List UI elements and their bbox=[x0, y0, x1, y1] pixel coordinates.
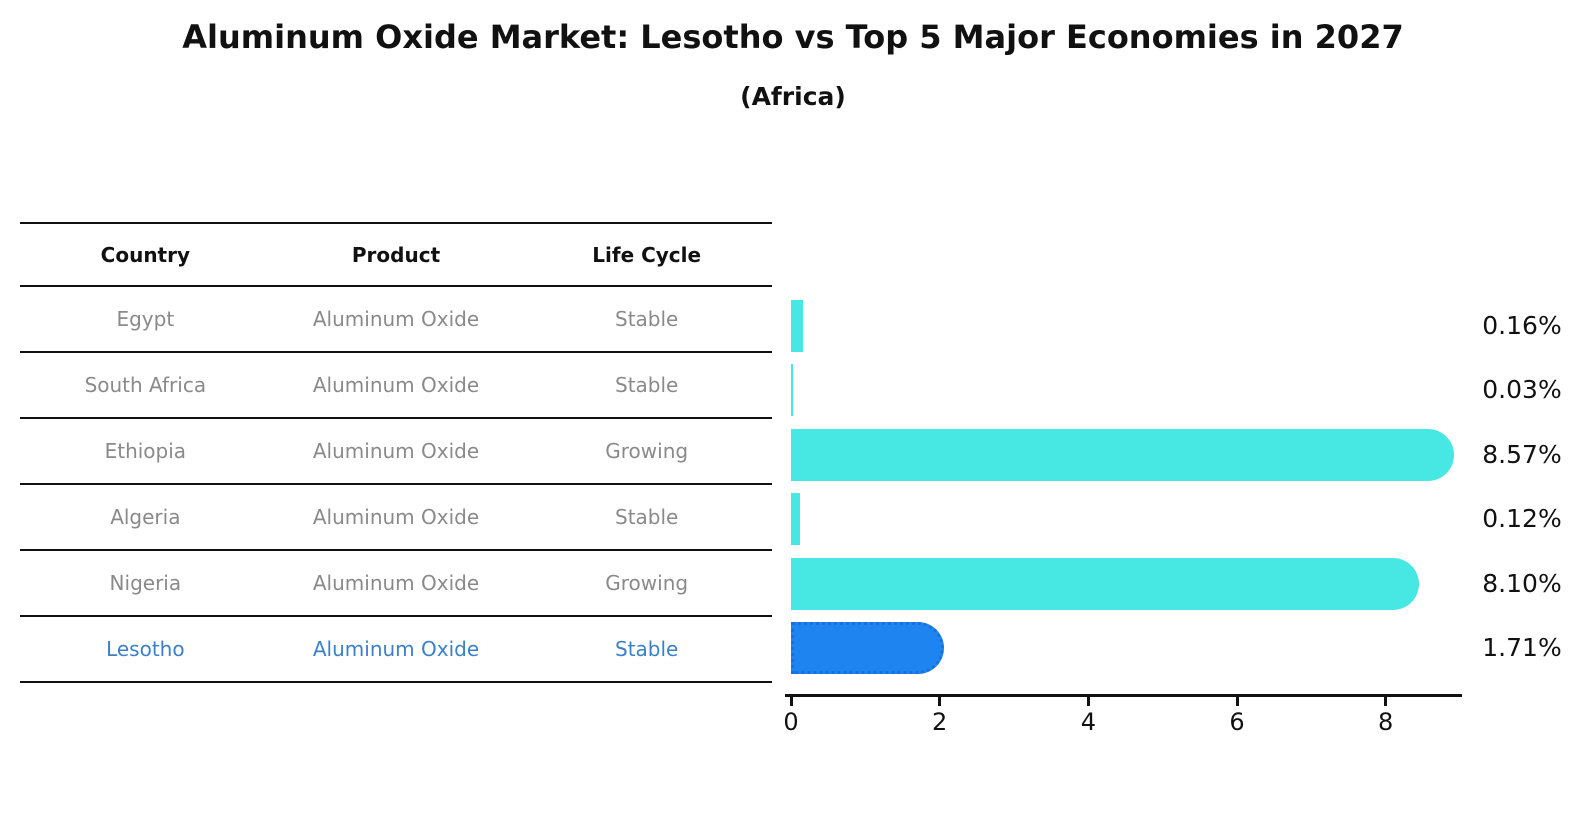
table-cell-country: Ethiopia bbox=[104, 439, 187, 463]
x-tick bbox=[938, 694, 942, 706]
table-cell-country: South Africa bbox=[84, 373, 207, 397]
page-subtitle: (Africa) bbox=[740, 82, 846, 111]
table-cell-product: Aluminum Oxide bbox=[312, 373, 480, 397]
table-header-cell: Life Cycle bbox=[592, 242, 702, 267]
chart-bar-ethiopia bbox=[791, 429, 1455, 481]
table-cell-product: Aluminum Oxide bbox=[312, 505, 480, 529]
table-row: South Africa Aluminum Oxide Stable bbox=[20, 353, 772, 419]
x-axis bbox=[785, 694, 1462, 697]
table-row: Egypt Aluminum Oxide Stable bbox=[20, 287, 772, 353]
chart-bar-lesotho bbox=[791, 622, 945, 674]
table-cell-life-cycle: Stable bbox=[615, 307, 679, 331]
table-header-cell: Product bbox=[351, 242, 441, 267]
table-cell-life-cycle: Stable bbox=[615, 505, 679, 529]
table-cell-country: Algeria bbox=[110, 505, 181, 529]
chart-bar-egypt bbox=[791, 300, 803, 352]
x-tick-label: 2 bbox=[932, 708, 948, 736]
bar-value-label: 0.12% bbox=[1482, 504, 1562, 533]
table-cell-product: Aluminum Oxide bbox=[312, 571, 480, 595]
x-tick-label: 6 bbox=[1229, 708, 1245, 736]
x-tick bbox=[1384, 694, 1388, 706]
x-tick bbox=[1086, 694, 1090, 706]
table-row: Lesotho Aluminum Oxide Stable bbox=[20, 617, 772, 683]
table-header-cell: Country bbox=[100, 242, 191, 267]
table-cell-life-cycle: Growing bbox=[605, 571, 689, 595]
table-header-row: Country Product Life Cycle bbox=[20, 224, 772, 287]
chart-bar-nigeria bbox=[791, 558, 1420, 610]
table-cell-product: Aluminum Oxide bbox=[312, 439, 480, 463]
table-row: Ethiopia Aluminum Oxide Growing bbox=[20, 419, 772, 485]
x-tick bbox=[789, 694, 793, 706]
x-tick-label: 0 bbox=[783, 708, 799, 736]
bar-value-label: 0.03% bbox=[1482, 375, 1562, 404]
bar-value-label: 8.10% bbox=[1482, 569, 1562, 598]
table-cell-country: Nigeria bbox=[109, 571, 182, 595]
chart-bar-algeria bbox=[791, 493, 800, 545]
table-cell-life-cycle: Stable bbox=[615, 373, 679, 397]
page-title: Aluminum Oxide Market: Lesotho vs Top 5 … bbox=[182, 18, 1404, 56]
chart-bar-south-africa bbox=[791, 364, 794, 416]
x-tick-label: 8 bbox=[1378, 708, 1394, 736]
table-row: Algeria Aluminum Oxide Stable bbox=[20, 485, 772, 551]
bar-value-label: 8.57% bbox=[1482, 440, 1562, 469]
table-cell-country: Egypt bbox=[116, 307, 175, 331]
table-row: Nigeria Aluminum Oxide Growing bbox=[20, 551, 772, 617]
bar-value-label: 0.16% bbox=[1482, 311, 1562, 340]
comparison-table: Country Product Life Cycle Egypt Aluminum Ox… bbox=[20, 222, 772, 683]
x-tick-label: 4 bbox=[1080, 708, 1096, 736]
bar-value-label: 1.71% bbox=[1482, 633, 1562, 662]
table-cell-life-cycle: Growing bbox=[605, 439, 689, 463]
table-cell-country: Lesotho bbox=[106, 637, 185, 661]
table-cell-product: Aluminum Oxide bbox=[312, 307, 480, 331]
table-cell-product: Aluminum Oxide bbox=[312, 637, 480, 661]
table-cell-life-cycle: Stable bbox=[615, 637, 679, 661]
x-tick bbox=[1235, 694, 1239, 706]
